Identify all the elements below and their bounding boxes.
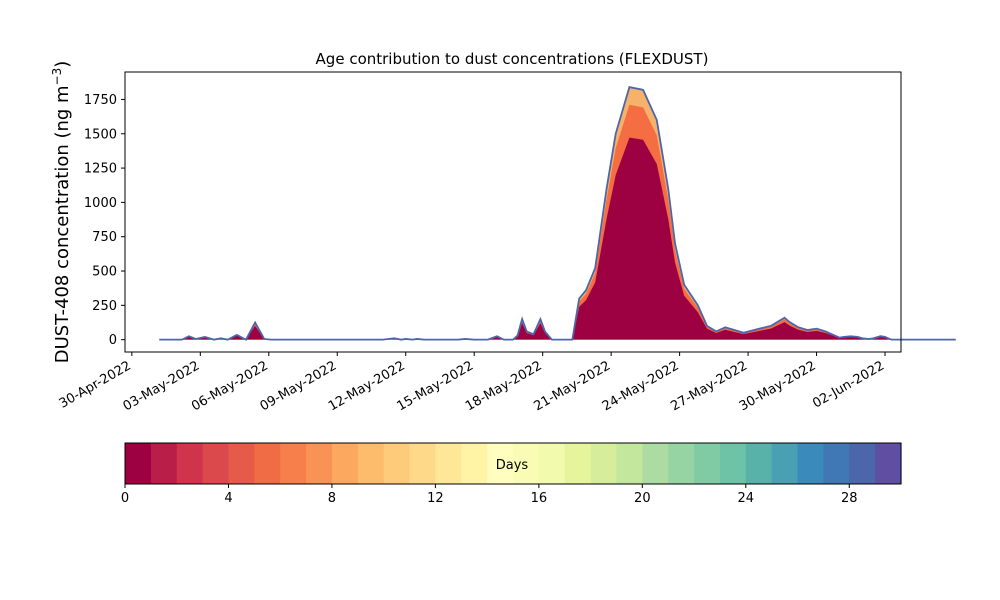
colorbar-frame [124,442,902,485]
colorbar-segment [331,443,359,484]
colorbar-segment [306,443,333,484]
x-tick-label: 24-May-2022 [600,358,682,414]
age-layer-mid [159,104,956,340]
colorbar-segment [771,443,799,484]
y-tick-label: 1000 [84,196,117,211]
colorbar-segment [487,443,514,484]
total-concentration-line [159,86,956,341]
colorbar-segment [254,443,281,484]
colorbar-segment [849,443,876,484]
colorbar-ticks: 0 4 8 12 16 20 24 28 [121,484,858,506]
colorbar-segment [150,443,178,484]
y-axis: 0 250 500 750 1000 1250 1500 1750 [84,93,125,348]
colorbar-segment [590,443,618,484]
x-axis: 30-Apr-202203-May-202206-May-202209-May-… [57,352,887,414]
age-layer-older [159,87,956,340]
y-axis-title-sup: −3 [50,68,64,86]
y-tick-label: 250 [92,299,117,314]
colorbar-segment [875,443,902,484]
x-tick-label: 06-May-2022 [189,358,271,414]
colorbar-segment [435,443,462,484]
x-tick-label: 27-May-2022 [668,358,750,414]
y-tick-label: 1500 [84,127,117,142]
colorbar-tick-label: 28 [841,491,858,506]
y-axis-title-close: ) [52,61,73,68]
colorbar-segment [383,443,411,484]
colorbar-tick-label: 0 [121,491,129,506]
x-tick-label: 18-May-2022 [463,358,545,414]
chart-title: Age contribution to dust concentrations … [316,50,709,68]
colorbar-tick-label: 24 [738,491,755,506]
y-tick-label: 1250 [84,162,117,177]
colorbar-segment [745,443,773,484]
x-tick-label: 30-May-2022 [737,358,819,414]
colorbar-segment [357,443,385,484]
colorbar-segment [694,443,721,484]
x-tick-label: 15-May-2022 [395,358,477,414]
colorbar-tick-label: 12 [427,491,444,506]
colorbar-segment [176,443,204,484]
x-tick-label: 21-May-2022 [531,358,613,414]
colorbar-segment [125,443,152,484]
x-tick-label: 02-Jun-2022 [810,358,887,411]
colorbar-label: Days [496,458,529,473]
colorbar [125,443,902,484]
x-tick-label: 12-May-2022 [326,358,408,414]
colorbar-tick-label: 20 [634,491,651,506]
colorbar-segment [409,443,436,484]
colorbar-segment [202,443,230,484]
y-tick-label: 1750 [84,93,117,108]
colorbar-segment [513,443,540,484]
x-tick-label: 03-May-2022 [121,358,203,414]
colorbar-segment [642,443,669,484]
colorbar-segment [461,443,488,484]
plot-frame [124,71,902,353]
svg-text:DUST-408 concentration (ng m−3: DUST-408 concentration (ng m−3) [50,61,73,364]
colorbar-segment [280,443,307,484]
colorbar-segment [797,443,824,484]
x-tick-label: 09-May-2022 [258,358,340,414]
y-tick-label: 500 [92,265,117,280]
colorbar-segment [228,443,255,484]
y-tick-label: 0 [109,333,117,348]
colorbar-tick-label: 8 [328,491,336,506]
colorbar-segment [719,443,747,484]
colorbar-segment [564,443,592,484]
y-axis-title: DUST-408 concentration (ng m−3) [50,61,73,364]
plot-area [159,86,956,341]
colorbar-segment [823,443,850,484]
colorbar-segment [668,443,695,484]
colorbar-tick-label: 4 [224,491,232,506]
y-tick-label: 750 [92,230,117,245]
age-layer-fresh [159,137,956,340]
y-axis-title-main: DUST-408 concentration (ng m [52,85,73,363]
colorbar-tick-label: 16 [531,491,548,506]
colorbar-segment [616,443,643,484]
colorbar-segment [538,443,566,484]
